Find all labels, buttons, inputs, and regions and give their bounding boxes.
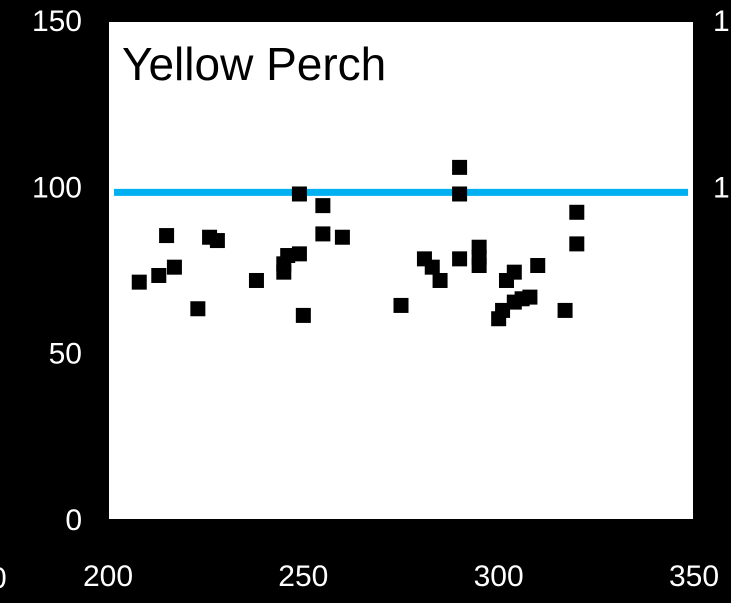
data-point: [452, 251, 468, 267]
data-point: [280, 248, 296, 264]
y-axis: 0 50 100 150: [32, 5, 108, 537]
data-point: [557, 302, 573, 318]
chart-title: Yellow Perch: [122, 38, 386, 90]
data-point: [291, 186, 307, 202]
y-tick-label: 0: [65, 504, 82, 537]
data-point: [295, 307, 311, 323]
left-edge-label: 0: [0, 562, 7, 595]
data-point: [452, 186, 468, 202]
data-point: [424, 259, 440, 275]
y-tick-label: 50: [49, 338, 82, 371]
data-point: [248, 272, 264, 288]
data-point: [315, 226, 331, 242]
y-tick-label: 150: [32, 5, 82, 38]
data-point: [291, 246, 307, 262]
data-point: [495, 302, 511, 318]
data-point: [166, 259, 182, 275]
right-axis-label: 1: [713, 171, 730, 204]
data-point: [530, 258, 546, 274]
data-point: [506, 264, 522, 280]
data-point: [569, 236, 585, 252]
data-points: [131, 159, 585, 327]
right-axis-labels: 11: [713, 5, 730, 204]
data-point: [131, 274, 147, 290]
x-tick-label: 350: [669, 560, 719, 593]
data-point: [522, 289, 538, 305]
data-point: [471, 258, 487, 274]
data-point: [569, 204, 585, 220]
data-point: [151, 267, 167, 283]
right-axis-label: 1: [713, 5, 730, 38]
x-tick-label: 250: [278, 560, 328, 593]
y-tick-label: 100: [32, 171, 82, 204]
x-axis: 200 250 300 350: [83, 520, 719, 593]
data-point: [315, 198, 331, 214]
data-point: [334, 229, 350, 245]
data-point: [452, 159, 468, 175]
data-point: [159, 228, 175, 244]
data-point: [190, 301, 206, 317]
data-point: [432, 272, 448, 288]
data-point: [393, 297, 409, 313]
data-point: [209, 233, 225, 249]
x-tick-label: 200: [83, 560, 133, 593]
plot-area: [107, 20, 695, 521]
x-tick-label: 300: [474, 560, 524, 593]
